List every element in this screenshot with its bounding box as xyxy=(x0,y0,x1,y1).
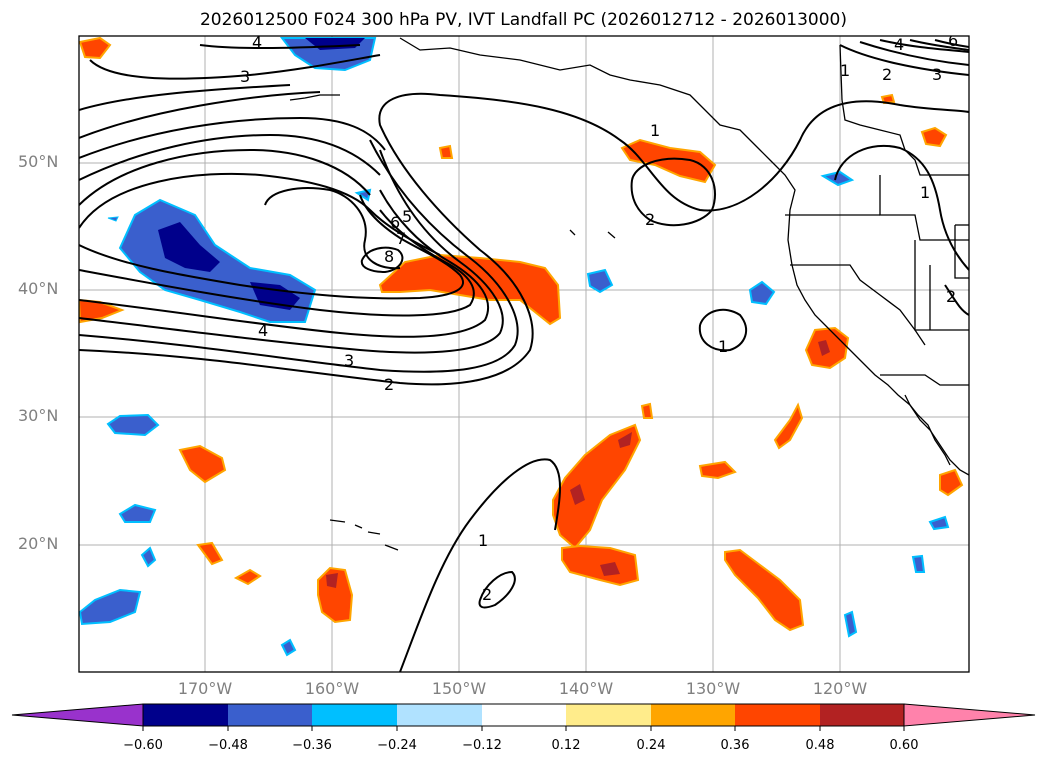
lon-label: 120°W xyxy=(812,679,868,698)
colorbar-segment xyxy=(482,704,566,726)
positive-region xyxy=(233,568,262,586)
lat-label: 40°N xyxy=(18,279,59,298)
positive-region xyxy=(724,548,805,632)
lon-label: 170°W xyxy=(177,679,233,698)
contour-label: 2 xyxy=(645,210,655,229)
colorbar-tick-label: 0.60 xyxy=(889,738,919,753)
positive-region xyxy=(317,566,354,624)
map-title: 2026012500 F024 300 hPa PV, IVT Landfall… xyxy=(199,10,847,30)
colorbar-segment xyxy=(143,704,228,726)
positive-region xyxy=(698,460,737,480)
lat-label: 50°N xyxy=(18,152,59,171)
colorbar-tick-label: −0.60 xyxy=(123,738,163,753)
colorbar-tick-label: 0.36 xyxy=(720,738,750,753)
negative-region xyxy=(911,554,926,573)
positive-region xyxy=(773,402,804,450)
colorbar-tick-label: −0.24 xyxy=(377,738,417,753)
colorbar-tick-label: −0.48 xyxy=(208,738,248,753)
negative-region xyxy=(586,268,614,294)
negative-region xyxy=(118,503,157,523)
contour-label: 1 xyxy=(478,531,488,550)
ivt-positive-regions xyxy=(79,36,964,632)
colorbar-segment xyxy=(397,704,482,726)
contour-label: 2 xyxy=(882,65,892,84)
positive-region xyxy=(818,340,830,356)
contour-label: 3 xyxy=(932,65,942,84)
positive-region xyxy=(880,93,896,105)
lat-label: 20°N xyxy=(18,534,59,553)
positive-region xyxy=(600,562,620,576)
colorbar-tick-label: 0.24 xyxy=(636,738,666,753)
colorbar-segment xyxy=(312,704,397,726)
negative-region xyxy=(158,222,220,272)
colorbar-segment xyxy=(735,704,820,726)
lon-label: 140°W xyxy=(558,679,614,698)
contour-label: 2 xyxy=(946,287,956,306)
positive-region xyxy=(640,402,654,419)
positive-region xyxy=(79,36,112,60)
negative-region xyxy=(140,546,157,568)
contour-label: 2 xyxy=(384,375,394,394)
colorbar-extend-right xyxy=(903,703,1036,727)
lon-label: 130°W xyxy=(685,679,741,698)
negative-region xyxy=(928,515,950,531)
contour-label: 6 xyxy=(390,213,400,232)
contour-label: 3 xyxy=(240,67,250,86)
negative-region xyxy=(748,280,776,306)
contour-label: 8 xyxy=(384,247,394,266)
positive-region xyxy=(561,544,640,587)
contour-label: 4 xyxy=(894,35,904,54)
contour-label: 4 xyxy=(258,321,268,340)
positive-region xyxy=(939,468,964,497)
colorbar xyxy=(11,703,1036,731)
colorbar-segment xyxy=(228,704,312,726)
contour-label: 1 xyxy=(840,61,850,80)
contour-label: 1 xyxy=(718,337,728,356)
lon-label: 160°W xyxy=(304,679,360,698)
negative-region xyxy=(79,588,142,626)
colorbar-segment xyxy=(820,704,904,726)
positive-region xyxy=(552,423,642,550)
coastlines xyxy=(289,37,969,551)
positive-region xyxy=(326,573,338,588)
lat-label: 30°N xyxy=(18,406,59,425)
contour-label: 3 xyxy=(344,351,354,370)
colorbar-tick-label: 0.12 xyxy=(551,738,581,753)
negative-region xyxy=(843,610,858,638)
positive-region xyxy=(618,432,632,448)
negative-region xyxy=(107,216,119,222)
colorbar-segment xyxy=(566,704,651,726)
contour-label: 6 xyxy=(948,31,958,50)
positive-region xyxy=(196,541,224,566)
pv-contours xyxy=(79,39,969,672)
contour-label: 7 xyxy=(396,229,406,248)
colorbar-segment xyxy=(651,704,735,726)
negative-region xyxy=(280,638,297,657)
positive-region xyxy=(438,144,454,159)
positive-region xyxy=(378,253,562,326)
positive-region xyxy=(178,444,227,484)
contour-label: 5 xyxy=(402,207,412,226)
contour-label: 1 xyxy=(920,183,930,202)
negative-region xyxy=(106,413,160,437)
contour-label: 4 xyxy=(252,33,262,52)
contour-label: 1 xyxy=(650,121,660,140)
colorbar-border xyxy=(142,703,905,727)
colorbar-tick-label: −0.12 xyxy=(462,738,502,753)
positive-region xyxy=(920,126,948,148)
positive-region xyxy=(570,484,585,505)
colorbar-extend-left xyxy=(11,703,144,727)
contour-label: 2 xyxy=(482,585,492,604)
lon-label: 150°W xyxy=(431,679,487,698)
contour-labels: 4 3 1 2 3 4 6 1 2 6 5 7 8 4 3 2 1 1 2 1 … xyxy=(240,31,958,604)
colorbar-tick-label: −0.36 xyxy=(292,738,332,753)
map-frame xyxy=(78,35,970,673)
negative-region xyxy=(820,170,855,187)
colorbar-tick-label: 0.48 xyxy=(805,738,835,753)
